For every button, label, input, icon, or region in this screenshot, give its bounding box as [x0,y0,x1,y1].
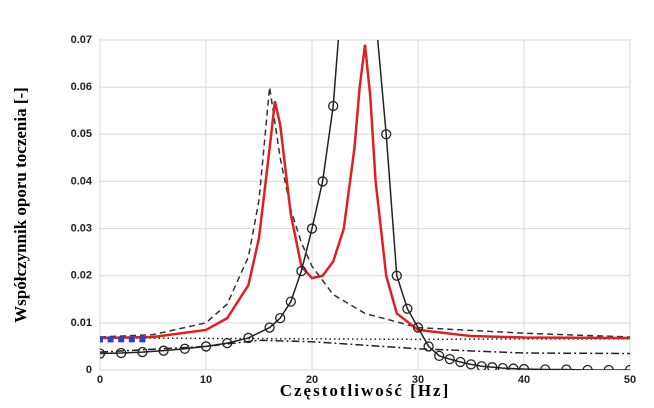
series-line [100,339,630,355]
marker [100,348,106,359]
series-line [100,87,630,338]
marker [402,303,413,314]
y-axis-label: Współczynnik oporu toczenia [-] [11,87,30,323]
plot-area [99,39,631,371]
series-line [100,44,630,340]
marker [518,363,530,370]
marker [243,332,254,344]
marker [116,347,127,359]
y-tick-label: 0.04 [71,175,93,187]
marker [508,363,519,370]
marker [381,129,392,140]
marker [540,364,551,370]
marker [264,322,275,333]
marker [423,341,434,352]
marker [412,322,424,333]
x-tick-label: 40 [518,374,530,386]
marker [128,336,135,343]
marker [158,345,169,356]
marker [434,350,445,362]
x-tick-label: 20 [306,374,318,386]
x-axis-label: Częstotliwość [Hz] [280,381,451,400]
marker [444,354,455,365]
marker [306,223,318,234]
marker [391,270,402,281]
marker [100,336,103,343]
marker [137,346,148,358]
x-tick-label: 0 [97,374,103,386]
marker [497,362,508,370]
marker [222,337,233,349]
marker [476,361,487,370]
marker [582,364,593,370]
x-tick-label: 10 [200,374,212,386]
marker [296,265,307,277]
y-tick-label: 0.01 [71,317,92,329]
marker [328,100,339,112]
marker [139,336,146,343]
y-tick-label: 0.02 [71,270,92,282]
y-tick-label: 0.03 [71,222,92,234]
marker [465,359,477,370]
marker [118,336,125,343]
x-tick-label: 30 [412,374,424,386]
marker [200,341,212,352]
x-tick-label: 50 [624,374,636,386]
marker [179,343,190,354]
marker [455,356,466,368]
marker [317,176,328,187]
y-tick-label: 0.05 [71,128,92,140]
marker [107,336,114,343]
marker [487,362,498,370]
y-tick-label: 0.06 [71,81,92,93]
y-tick-label: 0 [86,364,92,376]
marker [275,312,286,324]
y-tick-label: 0.07 [71,34,92,46]
series-line [100,337,630,341]
marker [561,364,572,370]
series-line [100,40,630,370]
marker [371,12,380,21]
marker [603,364,614,370]
marker [285,296,296,307]
